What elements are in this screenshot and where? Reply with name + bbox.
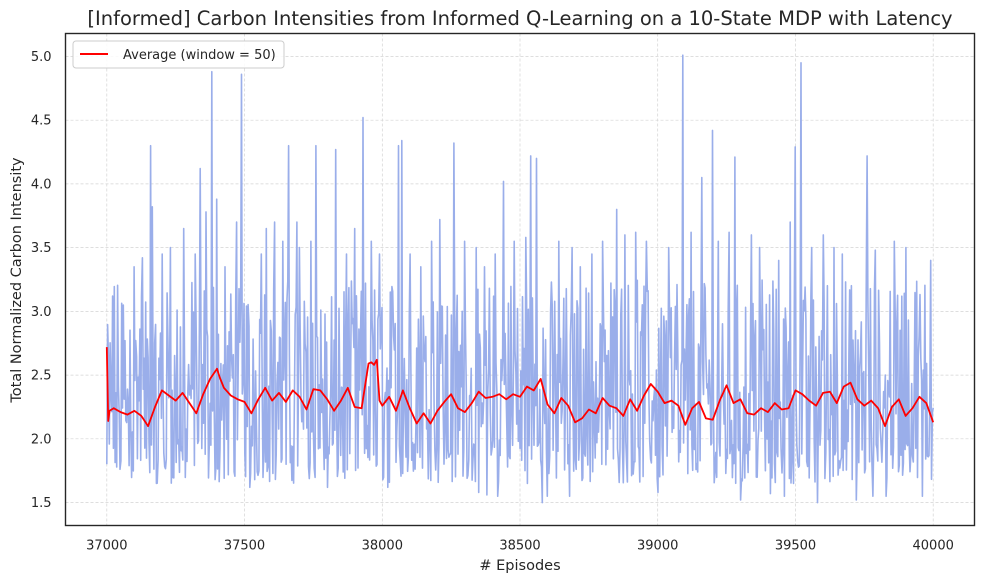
x-tick-label: 39000	[637, 539, 678, 554]
y-tick-label: 4.0	[31, 177, 52, 192]
x-tick-label: 38500	[499, 539, 540, 554]
y-tick-label: 4.5	[31, 114, 52, 129]
y-tick-label: 1.5	[31, 496, 52, 511]
y-tick-label: 3.5	[31, 241, 52, 256]
average-series-line	[105, 347, 935, 427]
y-tick-label: 5.0	[31, 50, 52, 65]
chart-title: [Informed] Carbon Intensities from Infor…	[87, 7, 952, 30]
legend-box	[72, 40, 285, 69]
y-tick-label: 3.0	[31, 305, 52, 320]
x-tick-label: 37500	[224, 539, 265, 554]
x-tick-label: 40000	[913, 539, 954, 554]
x-tick-label: 37000	[86, 539, 127, 554]
legend: Average (window = 50)	[72, 40, 285, 69]
x-tick-label: 38000	[362, 539, 403, 554]
x-tick-label: 39500	[775, 539, 816, 554]
y-tick-label: 2.5	[31, 369, 52, 384]
x-axis-label: # Episodes	[479, 558, 560, 574]
x-axis-ticks: 37000 37500 38000 38500 39000 39500 40000	[86, 539, 954, 554]
legend-entry-average: Average (window = 50)	[123, 48, 276, 63]
average-series	[105, 347, 935, 427]
y-axis-label: Total Normalized Carbon Intensity	[9, 157, 25, 404]
y-tick-label: 2.0	[31, 432, 52, 447]
y-axis-ticks: 1.5 2.0 2.5 3.0 3.5 4.0 4.5 5.0	[31, 50, 52, 511]
plot-frame	[64, 32, 976, 527]
